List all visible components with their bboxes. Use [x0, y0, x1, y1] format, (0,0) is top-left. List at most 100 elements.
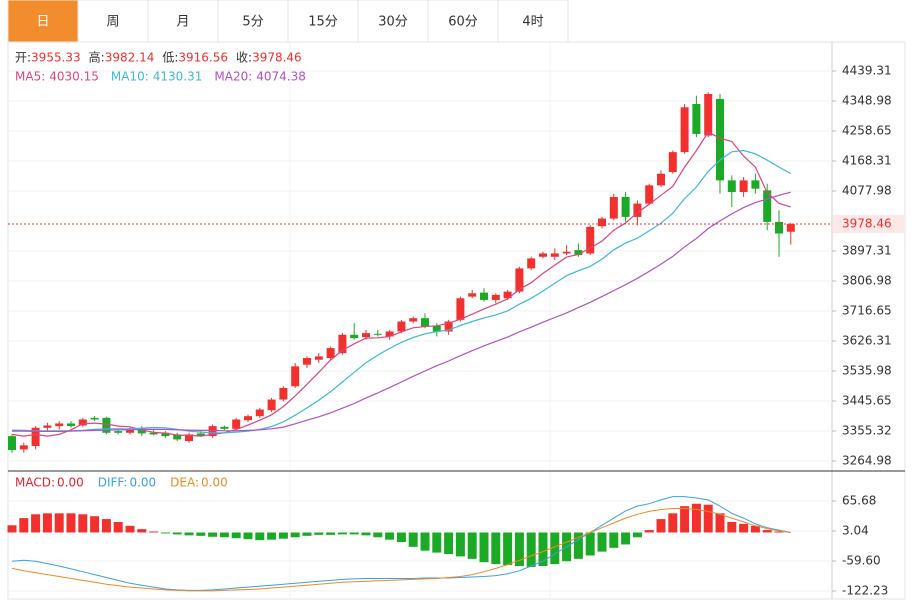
candle-body: [704, 94, 713, 136]
plot-layer: 日 周 月 5分 15分 30分 60分 4时 4439.31 4348.98 4258.65 416…: [7, 0, 905, 598]
candle-body: [19, 445, 28, 450]
last-price-box: [833, 215, 905, 234]
candle-body: [456, 298, 465, 320]
candle-body: [373, 333, 382, 335]
candle-body: [126, 429, 134, 433]
tab-label[interactable]: 5分: [242, 15, 263, 30]
y-tick-label: 4348.98: [842, 94, 892, 108]
legend-value: 3916.56: [178, 51, 228, 65]
macd-bar: [184, 532, 194, 536]
candle-body: [527, 258, 536, 269]
last-price-label: 3978.46: [842, 217, 892, 231]
macd-bar: [503, 532, 513, 566]
legend-value: 4130.31: [153, 70, 203, 84]
candle-body: [680, 107, 689, 153]
tab[interactable]: [497, 0, 569, 43]
candle-body: [633, 203, 642, 217]
macd-bar: [538, 532, 548, 567]
macd-bar: [739, 523, 749, 533]
tab[interactable]: [287, 0, 359, 43]
macd-bar: [385, 532, 395, 540]
legend-value: 3982.14: [105, 51, 155, 65]
tab-label[interactable]: 周: [106, 15, 119, 30]
candle-body: [763, 190, 772, 222]
legend-label: DEA:: [170, 476, 199, 490]
y-tick-label: 3806.98: [842, 274, 892, 288]
tab-label[interactable]: 60分: [448, 15, 478, 30]
legend-value: 3955.33: [31, 51, 81, 65]
candle-body: [244, 416, 252, 421]
macd-bar: [278, 532, 288, 539]
macd-bar: [609, 532, 619, 548]
macd-bar: [432, 532, 442, 553]
y-tick-label: 65.68: [842, 494, 876, 508]
candle-body: [114, 431, 123, 433]
candle-body: [161, 432, 170, 437]
candle-body: [539, 253, 547, 257]
candle-body: [609, 196, 618, 219]
candle-body: [220, 426, 229, 429]
macd-bar: [467, 532, 477, 559]
macd-bar: [137, 529, 147, 533]
candle-body: [515, 268, 524, 292]
candle-body: [574, 250, 583, 256]
macd-bar: [455, 532, 465, 557]
candle-body: [598, 218, 606, 227]
macd-bar: [314, 532, 324, 535]
candle-body: [185, 434, 193, 442]
tab[interactable]: [427, 0, 499, 43]
tab-label[interactable]: 15分: [308, 15, 338, 30]
y-tick-label: 4439.31: [842, 64, 892, 78]
tab[interactable]: [217, 0, 289, 43]
candle-body: [491, 294, 500, 300]
y-tick-label: 3535.98: [842, 364, 892, 378]
diff-line: [11, 496, 791, 591]
macd-bar: [668, 513, 678, 533]
macd-bar: [715, 513, 725, 533]
macd-bar: [208, 532, 218, 537]
macd-bar: [54, 513, 64, 533]
candle-body: [43, 425, 52, 428]
macd-bar: [337, 532, 347, 535]
legend-label: 开:: [15, 51, 31, 65]
candle-body: [338, 334, 347, 354]
tab-label[interactable]: 30分: [378, 15, 408, 30]
macd-bar: [160, 532, 170, 534]
legend-label: MACD:: [15, 476, 55, 490]
candle-body: [739, 180, 748, 192]
tab[interactable]: [7, 0, 79, 43]
macd-bar: [19, 518, 29, 533]
y-tick-label: 4168.31: [842, 154, 892, 168]
tab-label[interactable]: 月: [176, 15, 189, 30]
macd-bar: [408, 532, 418, 547]
candle-body: [267, 399, 276, 411]
y-tick-label: 3445.65: [842, 394, 892, 408]
macd-bar: [444, 532, 454, 555]
macd-bar: [66, 513, 76, 533]
y-tick-label: 3264.98: [842, 454, 892, 468]
macd-bar: [125, 525, 135, 533]
macd-bar: [243, 532, 253, 540]
candle-body: [137, 428, 146, 434]
candle-body: [314, 356, 323, 360]
macd-bar: [491, 532, 501, 565]
legend-label: MA20:: [214, 70, 252, 84]
tab-label[interactable]: 4时: [522, 15, 543, 30]
candle-body: [586, 226, 595, 254]
candle-body: [196, 433, 205, 436]
candle-body: [562, 251, 571, 254]
macd-bar: [597, 532, 607, 552]
macd-bar: [326, 532, 336, 535]
tab[interactable]: [77, 0, 149, 43]
candle-body: [291, 366, 300, 387]
macd-bar: [632, 532, 642, 538]
macd-bar: [90, 516, 100, 533]
ma-line: [12, 191, 791, 432]
y-tick-label: 4258.65: [842, 123, 892, 137]
candle-body: [444, 321, 453, 332]
legend-label: 低:: [162, 51, 178, 65]
macd-bar: [231, 532, 241, 539]
candle-body: [692, 103, 701, 134]
macd-bar: [573, 532, 583, 559]
tab-label[interactable]: 日: [36, 15, 49, 30]
